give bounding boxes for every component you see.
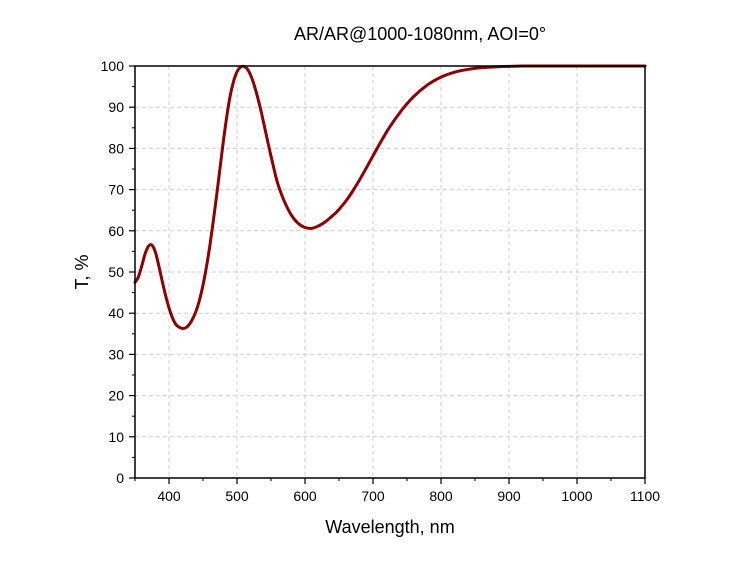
y-tick-label: 90 <box>108 99 124 115</box>
y-tick-label: 70 <box>108 182 124 198</box>
x-tick-label: 400 <box>157 488 181 504</box>
x-tick-label: 800 <box>429 488 453 504</box>
y-tick-label: 20 <box>108 388 124 404</box>
y-tick-label: 50 <box>108 264 124 280</box>
y-tick-label: 100 <box>101 58 125 74</box>
x-axis-label: Wavelength, nm <box>325 517 454 537</box>
y-tick-label: 60 <box>108 223 124 239</box>
y-tick-label: 80 <box>108 140 124 156</box>
y-tick-label: 40 <box>108 305 124 321</box>
x-tick-label: 700 <box>361 488 385 504</box>
y-axis-label: T, % <box>72 254 92 289</box>
grid-lines <box>135 66 645 478</box>
x-tick-label: 900 <box>497 488 521 504</box>
y-tick-label: 30 <box>108 346 124 362</box>
transmission-series-line <box>133 64 647 330</box>
chart-title: AR/AR@1000-1080nm, AOI=0° <box>294 24 546 44</box>
series-group <box>133 64 647 330</box>
x-tick-label: 600 <box>293 488 317 504</box>
tick-labels: 400 500 600 700 800 900 1000 1100 0 10 20 30 40 50 60 7… <box>101 58 661 504</box>
x-tick-label: 1000 <box>561 488 592 504</box>
x-tick-label: 500 <box>225 488 249 504</box>
y-tick-label: 0 <box>116 470 124 486</box>
y-tick-label: 10 <box>108 429 124 445</box>
plot-frame <box>134 65 646 479</box>
x-tick-label: 1100 <box>630 488 660 504</box>
